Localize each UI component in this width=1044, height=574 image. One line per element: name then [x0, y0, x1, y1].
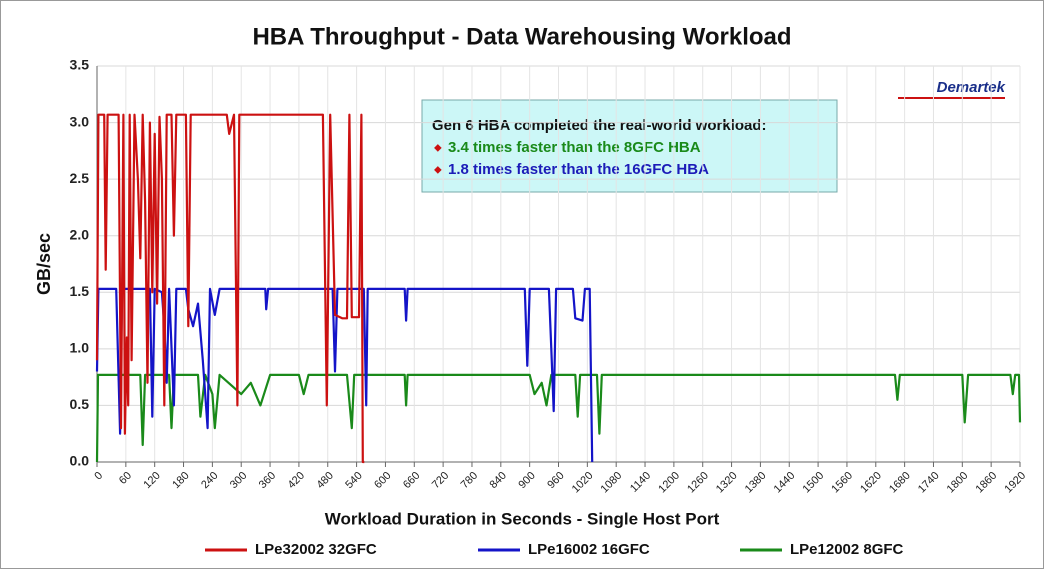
legend-label: LPe32002 32GFC [255, 541, 377, 558]
y-tick-label: 3.5 [70, 57, 90, 73]
annotation-items: 3.4 times faster than the 8GFC HBA 1.8 ti… [448, 139, 709, 178]
y-tick-label: 1.5 [70, 283, 90, 299]
y-tick-label: 0.5 [70, 396, 90, 412]
y-tick-label: 3.0 [70, 113, 90, 129]
bullet: ◆ [434, 165, 442, 176]
y-tick-label: 2.0 [70, 226, 90, 242]
legend-label: LPe16002 16GFC [528, 541, 650, 558]
series-line [95, 373, 1022, 463]
annotation-item: 3.4 times faster than the 8GFC HBA [448, 139, 701, 156]
bullet: ◆ [434, 143, 442, 154]
y-axis-label: GB/sec [34, 233, 54, 295]
annotation-item: 1.8 times faster than the 16GFC HBA [448, 161, 709, 178]
annotation-heading: Gen 6 HBA completed the real-world workl… [432, 117, 767, 134]
chart-title: HBA Throughput - Data Warehousing Worklo… [252, 23, 791, 50]
x-axis-label: Workload Duration in Seconds - Single Ho… [325, 509, 720, 528]
y-tick-label: 0.0 [70, 453, 90, 469]
series-line [95, 113, 365, 464]
logo: Demartek [937, 79, 1006, 96]
annotation-box [421, 99, 838, 193]
series-line [95, 287, 594, 463]
legend-label: LPe12002 8GFC [790, 541, 904, 558]
y-tick-label: 1.0 [70, 340, 90, 356]
y-tick-label: 2.5 [70, 170, 90, 186]
